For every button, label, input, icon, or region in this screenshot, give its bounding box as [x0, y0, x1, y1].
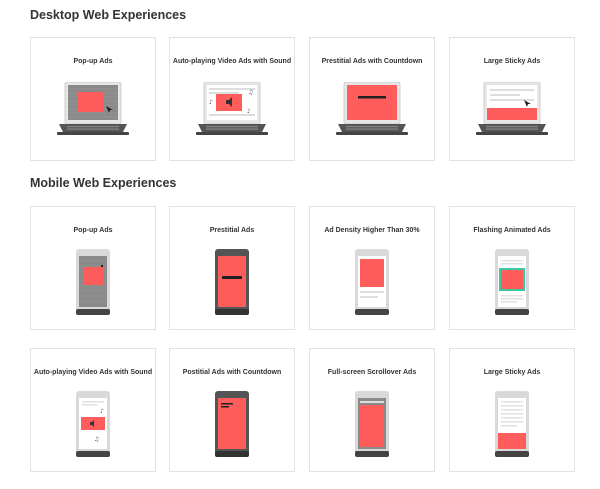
card-label: Ad Density Higher Than 30%: [324, 227, 420, 234]
card-mobile-scrollover: Full-screen Scrollover Ads: [309, 348, 435, 472]
svg-text:♪: ♪: [247, 108, 251, 115]
card-label: Postitial Ads with Countdown: [182, 369, 282, 376]
svg-text:♪: ♪: [100, 408, 104, 415]
card-desktop-autoplay-video: Auto-playing Video Ads with Sound ♪ ♫ ♪: [169, 37, 295, 161]
card-mobile-popup-ads: Pop-up Ads: [30, 206, 156, 330]
laptop-prestitial-countdown-icon: [310, 82, 434, 140]
card-label: Large Sticky Ads: [483, 369, 541, 376]
card-desktop-prestitial-countdown: Prestitial Ads with Countdown: [309, 37, 435, 161]
card-mobile-autoplay-video: Auto-playing Video Ads with Sound ♪ ♫: [30, 348, 156, 472]
card-label: Flashing Animated Ads: [473, 227, 551, 234]
phone-autoplay-video-icon: ♪ ♫: [31, 391, 155, 457]
card-mobile-postitial-countdown: Postitial Ads with Countdown: [169, 348, 295, 472]
laptop-sticky-ad-icon: [450, 82, 574, 140]
phone-popup-icon: [31, 249, 155, 315]
card-label: Pop-up Ads: [73, 58, 113, 65]
phone-flashing-ad-icon: [450, 249, 574, 315]
card-label: Pop-up Ads: [73, 227, 113, 234]
card-label: Prestitial Ads with Countdown: [321, 58, 423, 65]
phone-ad-density-icon: [310, 249, 434, 315]
svg-text:♪: ♪: [209, 99, 213, 106]
card-label: Auto-playing Video Ads with Sound: [33, 369, 153, 376]
svg-text:♫: ♫: [248, 89, 253, 96]
phone-scrollover-icon: [310, 391, 434, 457]
laptop-popup-icon: [31, 82, 155, 140]
card-desktop-large-sticky: Large Sticky Ads: [449, 37, 575, 161]
desktop-section-title: Desktop Web Experiences: [30, 8, 187, 22]
mobile-section-title: Mobile Web Experiences: [30, 176, 177, 190]
card-label: Full-screen Scrollover Ads: [327, 369, 417, 376]
card-label: Prestitial Ads: [209, 227, 255, 234]
phone-sticky-ad-icon: [450, 391, 574, 457]
laptop-autoplay-video-icon: ♪ ♫ ♪: [170, 82, 294, 140]
svg-text:♫: ♫: [94, 436, 99, 443]
card-mobile-flashing-animated: Flashing Animated Ads: [449, 206, 575, 330]
card-mobile-prestitial: Prestitial Ads: [169, 206, 295, 330]
card-label: Auto-playing Video Ads with Sound: [172, 58, 292, 65]
phone-postitial-countdown-icon: [170, 391, 294, 457]
card-mobile-large-sticky: Large Sticky Ads: [449, 348, 575, 472]
phone-prestitial-icon: [170, 249, 294, 315]
card-label: Large Sticky Ads: [483, 58, 541, 65]
card-desktop-popup-ads: Pop-up Ads: [30, 37, 156, 161]
card-mobile-ad-density: Ad Density Higher Than 30%: [309, 206, 435, 330]
